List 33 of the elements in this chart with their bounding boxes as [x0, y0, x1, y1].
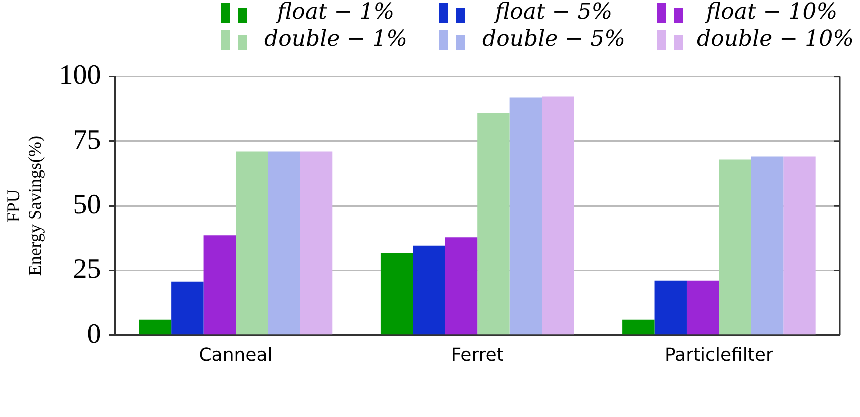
bar: [204, 236, 236, 335]
x-tick-label: Particlefilter: [665, 344, 774, 366]
bar: [542, 96, 574, 335]
bar: [380, 253, 414, 335]
bar: [686, 280, 720, 335]
bar: [172, 282, 204, 335]
legend-label: float − 1%: [275, 0, 396, 25]
bar: [622, 320, 655, 335]
y-tick-label: 50: [73, 189, 102, 220]
bar: [139, 320, 172, 335]
legend-label: double − 5%: [482, 27, 627, 52]
y-tick-label: 0: [87, 318, 102, 350]
legend-label: double − 10%: [697, 27, 854, 52]
bar: [300, 152, 333, 335]
bar: [478, 114, 510, 335]
legend-label: double − 1%: [264, 27, 409, 52]
bar: [510, 98, 542, 335]
bar: [413, 246, 446, 335]
y-tick-label: 100: [59, 60, 102, 92]
y-axis-title: FPU Energy Savings(%): [4, 136, 46, 276]
y-tick-label: 25: [73, 254, 102, 286]
x-tick-label: Canneal: [199, 344, 273, 366]
y-tick-label: 75: [73, 124, 102, 156]
x-tick-label: Ferret: [451, 344, 504, 366]
legend-label: float − 5%: [493, 0, 614, 25]
bar: [236, 152, 268, 335]
bar: [268, 152, 300, 335]
bar: [784, 156, 816, 335]
legend-label: float − 10%: [704, 0, 839, 25]
bar: [719, 160, 752, 335]
bar: [654, 280, 687, 335]
bar: [751, 156, 784, 335]
bar: [445, 238, 478, 335]
